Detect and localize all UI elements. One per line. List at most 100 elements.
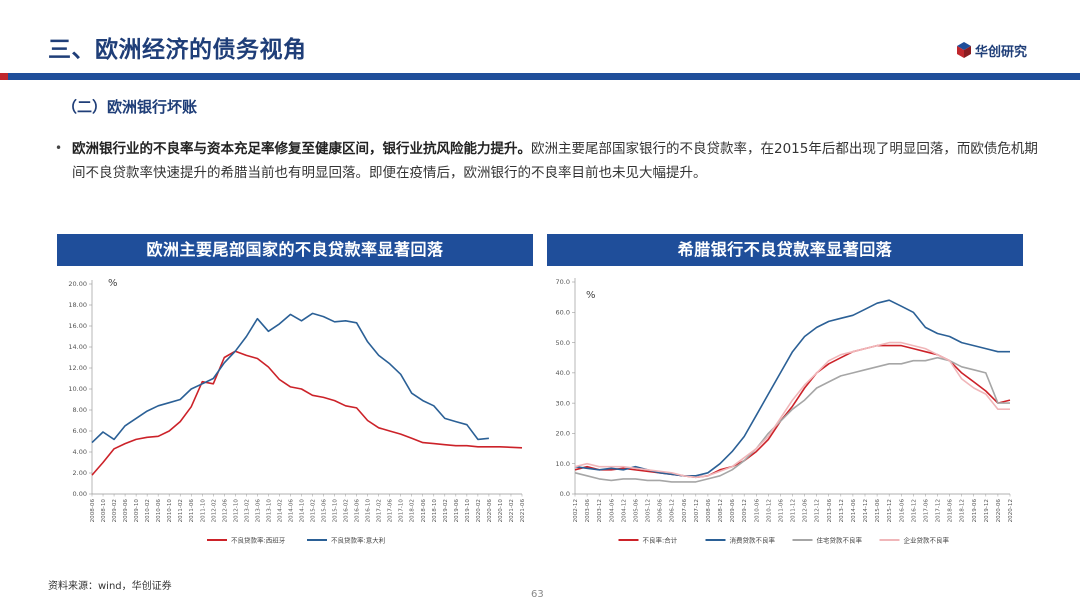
x-tick-label: 2010-02: [145, 499, 151, 522]
x-tick-label: 2016-02: [344, 499, 350, 522]
y-tick-label: 8.00: [73, 406, 87, 414]
x-tick-label: 2010-10: [167, 499, 173, 523]
x-tick-label: 2005-06: [633, 499, 639, 523]
legend-label-1: 消费贷款不良率: [730, 535, 776, 544]
x-tick-label: 2014-12: [863, 499, 869, 522]
x-tick-label: 2012-10: [233, 499, 239, 523]
chart-title-greece: 希腊银行不良贷款率显著回落: [547, 234, 1023, 266]
x-tick-label: 2015-06: [322, 499, 328, 523]
x-tick-label: 2007-06: [682, 499, 688, 523]
legend-label-1: 不良贷款率:意大利: [331, 535, 385, 544]
x-tick-label: 2006-12: [670, 499, 676, 522]
npl-greece-chart: % 0.0 10.0 20.0 30.0 40.0 50.0 60.0 70.0 2002-12 2…: [556, 278, 1014, 544]
x-tick-label: 2008-12: [718, 499, 724, 522]
x-tick-label: 2013-06: [827, 499, 833, 523]
x-tick-label: 2020-10: [498, 499, 504, 523]
series-line-1: [91, 312, 489, 444]
x-tick-label: 2003-06: [585, 499, 591, 523]
y-tick-label: 40.0: [556, 369, 570, 377]
x-tick-label: 2017-06: [923, 499, 929, 523]
x-tick-label: 2017-02: [377, 499, 383, 522]
y-tick-label: 10.0: [556, 460, 570, 468]
y-tick-label: 20.0: [556, 430, 570, 438]
x-tick-label: 2012-06: [803, 499, 809, 523]
series-line-2: [574, 356, 1010, 483]
section-heading: （二）欧洲银行坏账: [62, 98, 198, 116]
x-tick-label: 2016-10: [366, 499, 372, 523]
x-tick-label: 2011-06: [778, 499, 784, 523]
x-tick-label: 2005-12: [646, 499, 652, 522]
x-tick-label: 2015-10: [333, 499, 339, 523]
x-tick-label: 2015-12: [887, 499, 893, 522]
x-tick-label: 2008-10: [101, 499, 107, 523]
x-tick-label: 2008-06: [706, 499, 712, 523]
y-unit-label: %: [108, 278, 118, 289]
x-tick-label: 2011-12: [791, 499, 797, 522]
x-tick-label: 2018-06: [948, 499, 954, 523]
x-tick-label: 2013-02: [244, 499, 250, 522]
x-tick-label: 2007-12: [694, 499, 700, 522]
x-tick-label: 2012-02: [211, 499, 217, 522]
x-tick-label: 2014-06: [288, 499, 294, 523]
y-tick-label: 0.00: [73, 490, 87, 498]
x-tick-label: 2019-10: [465, 499, 471, 523]
x-tick-label: 2014-06: [851, 499, 857, 523]
x-tick-label: 2010-06: [156, 499, 162, 523]
x-tick-label: 2011-06: [189, 499, 195, 523]
x-tick-label: 2012-06: [222, 499, 228, 523]
x-tick-label: 2016-06: [355, 499, 361, 523]
x-tick-label: 2019-06: [454, 499, 460, 523]
x-tick-label: 2018-02: [410, 499, 416, 522]
x-tick-label: 2002-12: [573, 499, 579, 522]
x-tick-label: 2004-12: [621, 499, 627, 522]
bullet-body-text: 欧洲主要尾部国家银行的不良贷款率，在2015年后都出现了明显回落，而欧债危机期间…: [72, 141, 1038, 181]
x-tick-label: 2019-06: [972, 499, 978, 523]
logo-cube-icon: [957, 42, 971, 58]
header-divider: [0, 73, 1080, 80]
x-tick-label: 2011-10: [200, 499, 206, 523]
x-tick-label: 2020-06: [996, 499, 1002, 523]
x-tick-label: 2013-12: [839, 499, 845, 522]
x-tick-label: 2009-10: [134, 499, 140, 523]
x-tick-label: 2016-12: [911, 499, 917, 522]
page-title: 三、欧洲经济的债务视角: [48, 37, 307, 63]
x-tick-label: 2020-06: [487, 499, 493, 523]
x-tick-label: 2009-02: [112, 499, 118, 522]
npl-tail-countries-chart: % 0.00 2.00 4.00 6.00 8.00 10.00 12.00 14.00 16.0…: [68, 278, 526, 544]
x-tick-label: 2009-12: [742, 499, 748, 522]
logo-text: 华创研究: [975, 44, 1028, 60]
x-tick-label: 2015-06: [875, 499, 881, 523]
y-unit-label: %: [586, 290, 596, 301]
x-tick-label: 2017-10: [399, 499, 405, 523]
x-tick-label: 2016-06: [899, 499, 905, 523]
x-tick-label: 2008-06: [90, 499, 96, 523]
x-tick-label: 2014-02: [277, 499, 283, 522]
y-tick-label: 20.00: [68, 280, 87, 288]
y-tick-label: 4.00: [73, 448, 87, 456]
series-line-3: [574, 341, 1010, 479]
y-tick-label: 16.00: [68, 322, 87, 330]
x-tick-label: 2013-06: [255, 499, 261, 523]
x-tick-label: 2012-12: [815, 499, 821, 522]
y-tick-label: 0.0: [560, 490, 570, 498]
legend-label-0: 不良贷款率:西班牙: [231, 535, 286, 544]
x-tick-label: 2013-10: [266, 499, 272, 523]
chart-title-tail-countries: 欧洲主要尾部国家的不良贷款率显著回落: [57, 234, 533, 266]
x-tick-label: 2020-02: [476, 499, 482, 522]
y-tick-label: 70.0: [556, 278, 570, 286]
series-line-0: [574, 344, 1011, 479]
y-tick-label: 10.00: [68, 385, 87, 393]
legend-label-0: 不良率:合计: [643, 535, 678, 544]
x-tick-label: 2017-06: [388, 499, 394, 523]
x-tick-label: 2017-12: [936, 499, 942, 522]
y-tick-label: 50.0: [556, 339, 570, 347]
source-note: 资料来源：wind，华创证券: [48, 581, 172, 592]
header-divider-accent: [0, 73, 8, 80]
x-tick-label: 2010-06: [754, 499, 760, 523]
y-tick-label: 2.00: [73, 469, 87, 477]
x-tick-label: 2006-06: [658, 499, 664, 523]
series-line-1: [574, 299, 1010, 477]
x-tick-label: 2018-12: [960, 499, 966, 522]
x-tick-label: 2011-02: [178, 499, 184, 522]
x-tick-label: 2021-02: [509, 499, 515, 522]
